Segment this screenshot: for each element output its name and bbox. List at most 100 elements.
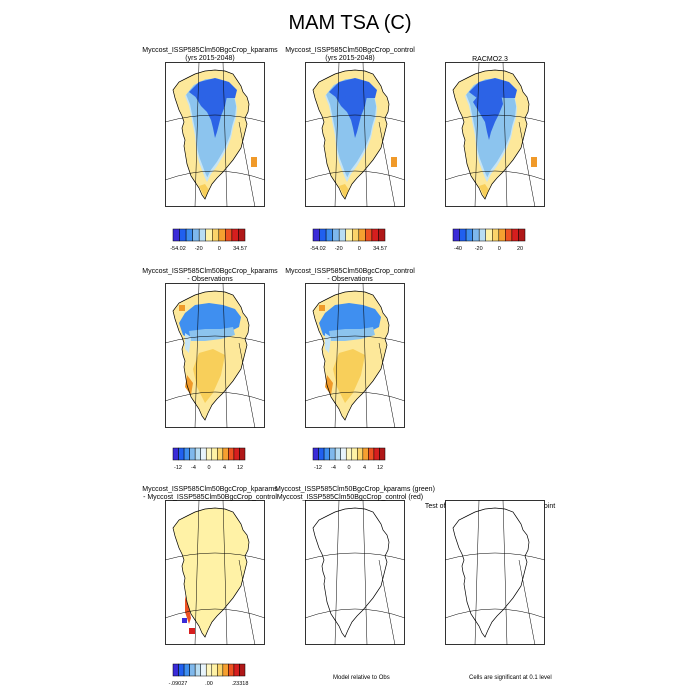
figure-title: MAM TSA (C) [288,12,412,34]
latitude-line [445,114,545,123]
colorbar-swatch [505,228,513,242]
iceland-cell [391,157,397,167]
colorbar-swatch [318,447,325,461]
longitude-line [474,500,480,645]
panel-title-r3c1: Myccost_ISSP585Clm50BgcCrop_kparams - My… [135,486,285,501]
colorbar-swatch [231,228,239,242]
title-line: - Myccost_ISSP585Clm50BgcCrop_control [143,493,277,501]
colorbar-swatch [205,228,213,242]
map-panel-r1c2 [305,62,405,207]
map-svg [165,500,265,645]
colorbar-swatch [312,447,319,461]
colorbar-swatch [379,447,386,461]
title-line: - Observations [187,275,233,283]
longitude-line [474,62,480,207]
colorbar-tick-label: 12 [237,465,243,471]
colorbar-swatch [238,228,246,242]
colorbar-r3c1: -.09027 .00 .23318 [169,663,249,689]
colorbar-swatch [225,228,233,242]
colorbar-swatch [329,447,336,461]
longitude-line [378,559,396,645]
longitude-line [362,500,368,645]
strong-warm-bias [333,349,365,403]
colorbar-tick-label: 34.57 [233,246,247,252]
coastline [452,507,530,638]
colorbar-swatch [172,228,180,242]
colorbar-swatch [465,228,473,242]
title-line: RACMO2.3 [472,56,508,63]
latitude-line [305,608,405,619]
colorbar-swatch [492,228,500,242]
colorbar-tick-label: 12 [377,465,383,471]
colorbar-swatch [368,447,375,461]
light-cold-bias [189,327,235,341]
map-panel-r1c3 [445,62,545,207]
colorbar-swatch [518,228,526,242]
coastline [172,507,250,638]
coastline [172,290,250,421]
colorbar-swatch [233,663,240,677]
colorbar-swatch [228,663,235,677]
colorbar-svg: -.09027 .00 .23318 [169,663,249,687]
colorbar-swatch [222,663,229,677]
colorbar-svg: -12 -4 0 4 12 [172,447,246,471]
deep-cold-core [335,86,367,138]
map-panel-r3c1 [165,500,265,645]
title-line: Myccost_ISSP585Clm50BgcCrop_control [285,47,415,54]
title-line: Myccost_ISSP585Clm50BgcCrop_kparams (gre… [275,486,435,493]
latitude-line [305,391,405,402]
cold-diff-cell [182,618,187,623]
note-significance: Cells are significant at 0.1 level [469,675,552,681]
colorbar-swatch [352,228,360,242]
colorbar-swatch [217,663,224,677]
colorbar-swatch [312,228,320,242]
colorbar-swatch [172,447,179,461]
colorbar-swatch [472,228,480,242]
colorbar-tick-label: 0 [498,246,501,252]
colorbar-tick-label: .00 [205,681,213,687]
colorbar-swatch [198,228,206,242]
colorbar-svg: -54.02 -20 0 34.57 [310,228,387,252]
map-svg [165,62,265,207]
colorbar-tick-label: -12 [174,465,182,471]
strong-warm-bias [193,349,225,403]
latitude-line [445,608,545,619]
longitude-line [378,342,396,428]
colorbar-swatch [179,228,187,242]
warm-diff-cell [189,628,195,634]
colorbar-swatch [485,228,493,242]
colorbar-tick-label: .23318 [232,681,249,687]
longitude-line [222,62,228,207]
northwest-cell [319,305,325,311]
colorbar-swatch [205,447,213,461]
longitude-line [362,62,368,207]
colorbar-swatch [325,228,333,242]
colorbar-swatch [459,228,467,242]
latitude-line [305,114,405,123]
colorbar-swatch [332,228,340,242]
light-cold-bias [329,327,375,341]
colorbar-tick-label: -.09027 [169,681,188,687]
title-line: Myccost_ISSP585Clm50BgcCrop_kparams [142,268,278,275]
map-panel-r3c3 [445,500,545,645]
colorbar-tick-label: 34.57 [373,246,387,252]
north-cold-region [189,78,237,98]
longitude-line [518,559,536,645]
colorbar-tick-label: -4 [191,465,196,471]
west-coast-diff [185,596,191,624]
coastline [172,69,250,200]
colorbar-swatch [378,228,386,242]
map-svg [165,283,265,428]
title-line: Myccost_ISSP585Clm50BgcCrop_kparams [142,486,278,493]
colorbar-tick-label: 4 [223,465,226,471]
latitude-line [305,170,405,181]
title-line: Myccost_ISSP585Clm50BgcCrop_control [285,268,415,275]
colorbar-swatch [200,663,207,677]
colorbar-svg: -12 -4 0 4 12 [312,447,386,471]
colorbar-tick-label: -54.02 [170,246,186,252]
north-cold-region [329,78,377,98]
colorbar-swatch [222,447,229,461]
latitude-line [165,552,265,561]
colorbar-swatch [498,228,506,242]
colorbar-swatch [345,228,353,242]
